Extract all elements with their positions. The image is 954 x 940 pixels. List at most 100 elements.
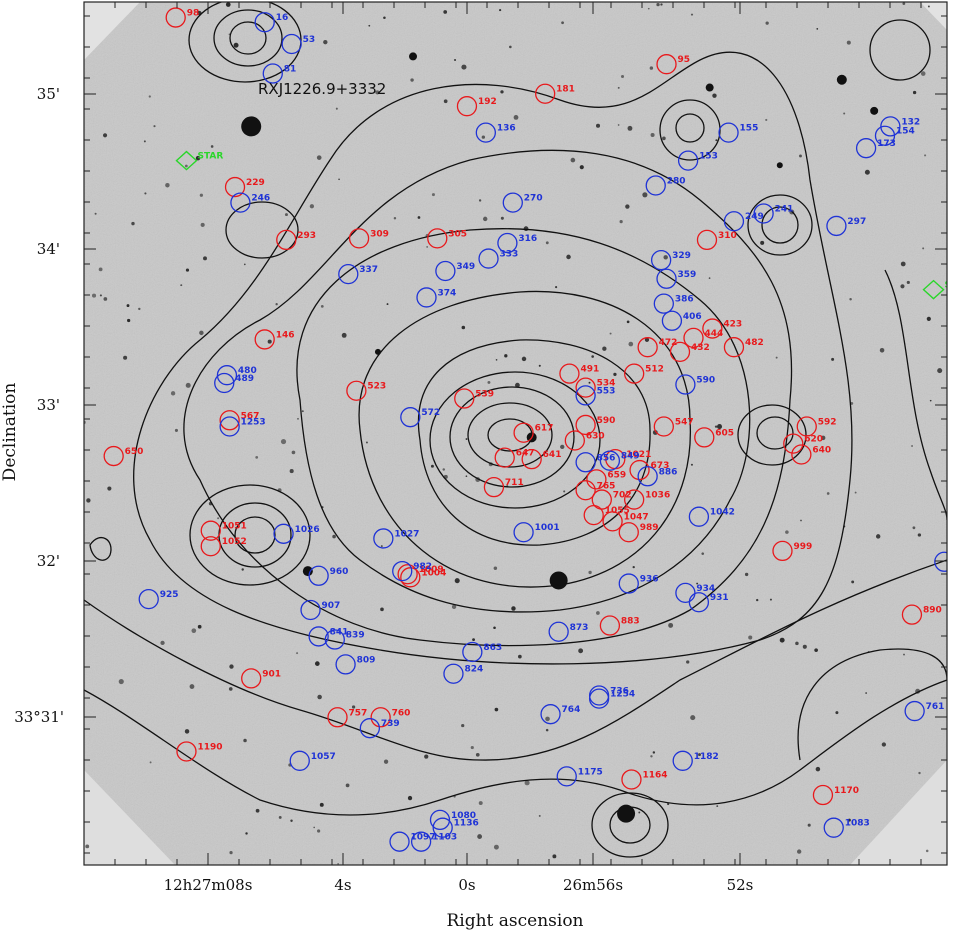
red-galaxy-marker <box>683 327 704 349</box>
x-tick-label-1: 12h27m08s <box>164 876 253 894</box>
faint-source <box>185 382 191 388</box>
faint-source <box>407 795 413 801</box>
blue-galaxy-marker <box>335 654 356 675</box>
blue-galaxy-label: 925 <box>160 590 179 600</box>
blue-galaxy-label: 907 <box>322 601 341 611</box>
blue-galaxy-label: 297 <box>847 217 866 227</box>
blue-galaxy-label: 739 <box>381 719 400 729</box>
faint-source <box>451 604 457 610</box>
faint-source <box>714 425 718 428</box>
image-corner <box>850 760 947 865</box>
faint-source <box>533 193 535 196</box>
faint-source <box>410 78 414 82</box>
faint-source <box>478 801 483 806</box>
faint-source <box>184 164 188 168</box>
faint-source <box>912 90 917 95</box>
faint-source <box>642 192 648 198</box>
blue-galaxy-label: 764 <box>562 705 581 715</box>
blue-galaxy-label: 960 <box>330 567 349 577</box>
blue-galaxy-label: 1083 <box>845 819 870 829</box>
red-galaxy-label: 567 <box>241 411 260 421</box>
contour <box>869 19 931 81</box>
blue-galaxy-label: 154 <box>896 127 915 137</box>
faint-source <box>835 711 839 715</box>
contour <box>747 194 813 256</box>
faint-source <box>647 7 650 10</box>
faint-source <box>417 216 421 219</box>
blue-galaxy-marker <box>934 551 947 572</box>
blue-galaxy-marker <box>308 626 329 647</box>
blue-galaxy-marker <box>443 663 464 684</box>
faint-source <box>596 611 600 615</box>
red-galaxy-marker <box>559 363 580 384</box>
blue-galaxy-marker <box>650 249 672 271</box>
faint-source <box>493 566 498 570</box>
faint-source <box>799 154 802 158</box>
red-galaxy-marker <box>348 228 370 249</box>
blue-galaxy-label: 553 <box>597 386 616 396</box>
red-galaxy-label: 95 <box>678 55 691 65</box>
faint-source <box>922 247 925 250</box>
red-galaxy-label: 192 <box>478 97 497 107</box>
red-galaxy-label: 1004 <box>421 568 446 578</box>
red-galaxy-label: 229 <box>246 178 265 188</box>
red-galaxy-marker <box>494 447 515 468</box>
image-corner <box>920 2 947 30</box>
blue-galaxy-marker <box>435 260 456 282</box>
red-galaxy-marker <box>346 380 367 401</box>
red-galaxy-marker <box>456 96 478 117</box>
red-galaxy-label: 1052 <box>222 537 247 547</box>
blue-galaxy-label: 572 <box>421 408 440 418</box>
faint-source <box>769 598 772 601</box>
faint-source <box>785 530 789 534</box>
red-galaxy-marker <box>694 427 715 448</box>
red-galaxy-label: 432 <box>691 343 710 353</box>
red-galaxy-label: 547 <box>675 418 694 428</box>
cluster-title: RXJ1226.9+3332 <box>258 80 386 98</box>
faint-source <box>375 90 380 95</box>
faint-source <box>563 490 566 493</box>
red-galaxy-marker <box>637 337 658 358</box>
blue-galaxy-marker <box>475 122 496 143</box>
red-galaxy-label: 444 <box>704 329 723 339</box>
red-galaxy-marker <box>791 444 812 465</box>
contour <box>591 792 669 858</box>
faint-source <box>595 123 601 128</box>
faint-source <box>617 86 620 89</box>
blue-galaxy-marker <box>904 700 925 722</box>
blue-galaxy-marker <box>688 506 710 527</box>
faint-source <box>189 684 195 689</box>
field-star <box>836 74 847 85</box>
faint-source <box>561 21 564 25</box>
red-galaxy-label: 620 <box>804 435 823 445</box>
red-galaxy-marker <box>575 480 596 501</box>
red-galaxy-marker <box>669 341 691 363</box>
faint-source <box>143 140 146 143</box>
blue-galaxy-label: 173 <box>877 139 896 149</box>
faint-source <box>199 193 203 197</box>
red-galaxy-marker <box>200 520 221 541</box>
faint-source <box>851 580 855 584</box>
faint-source <box>180 284 183 287</box>
blue-galaxy-marker <box>653 293 674 314</box>
faint-source <box>126 304 130 308</box>
red-galaxy-marker <box>656 54 677 75</box>
faint-source <box>854 491 857 494</box>
red-galaxy-marker <box>575 377 596 398</box>
faint-source <box>879 347 885 353</box>
blue-galaxy-marker <box>308 565 329 586</box>
faint-source <box>225 2 231 7</box>
faint-source <box>847 818 851 822</box>
faint-source <box>284 213 288 217</box>
blue-galaxy-label: 1042 <box>710 508 735 518</box>
blue-galaxy-marker <box>432 817 453 838</box>
faint-source <box>494 707 499 712</box>
faint-source <box>619 220 623 224</box>
blue-galaxy-label: 736 <box>610 687 629 697</box>
faint-source <box>662 136 666 141</box>
faint-source <box>918 771 921 775</box>
red-galaxy-marker <box>400 567 421 588</box>
faint-source <box>820 435 826 441</box>
faint-source <box>925 849 929 853</box>
faint-source <box>102 133 108 138</box>
